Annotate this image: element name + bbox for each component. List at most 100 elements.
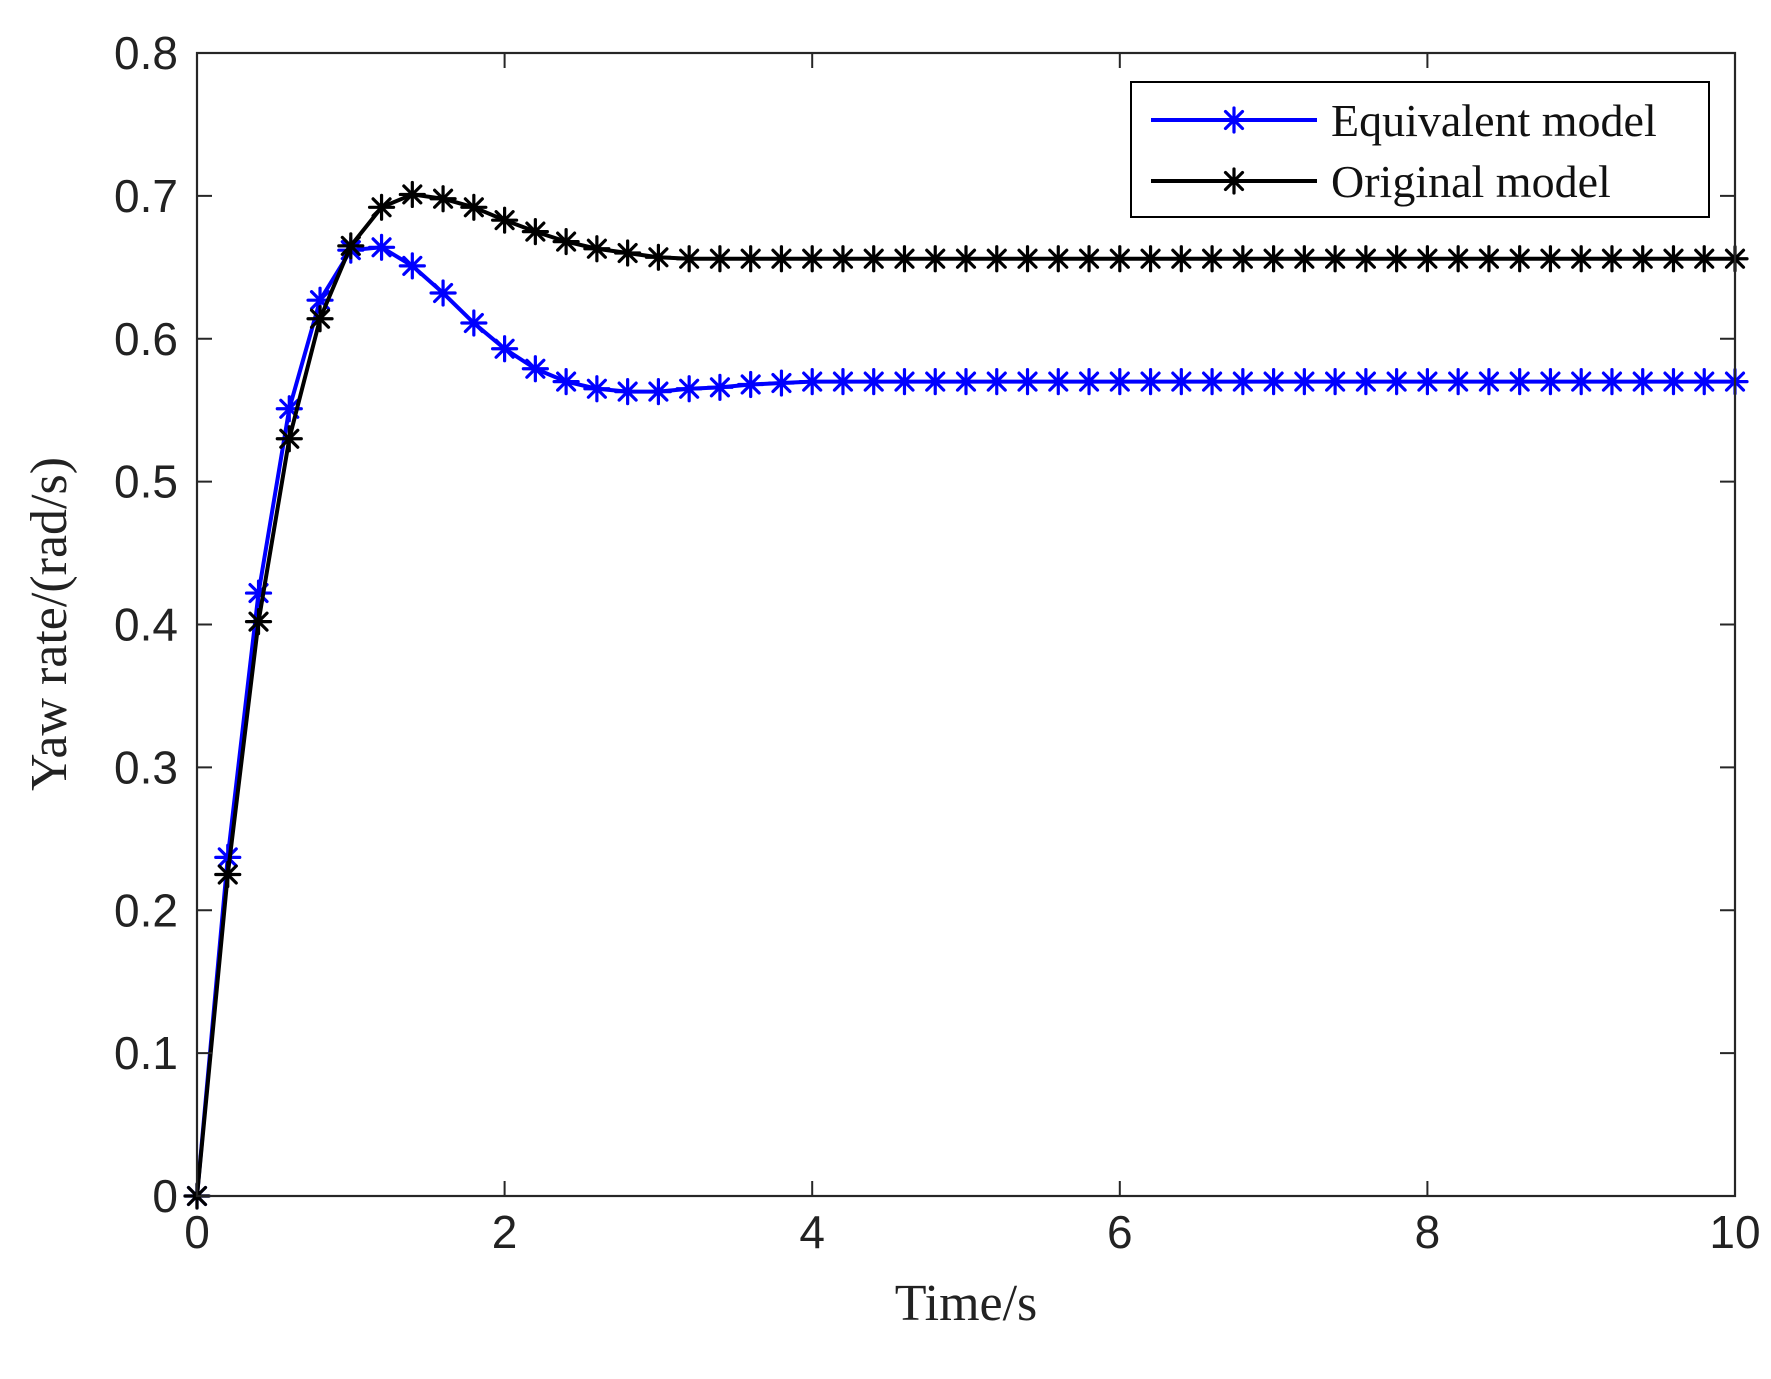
tick-label-layer: 0 2 4 6 8 10 0 0.1 0.2 0.3 0.4 0.5 0.6 0.7 0.8 <box>114 27 1761 1258</box>
data-point-original-model <box>337 232 365 260</box>
data-point-original-model <box>1629 245 1657 273</box>
y-tick-label: 0.8 <box>114 27 178 79</box>
data-point-equivalent-model <box>1290 368 1318 396</box>
data-point-equivalent-model <box>1198 368 1226 396</box>
data-point-original-model <box>1106 245 1134 273</box>
data-point-equivalent-model <box>737 370 765 399</box>
legend: Equivalent model Original model <box>1130 81 1710 218</box>
x-tick-label: 10 <box>1709 1206 1760 1258</box>
data-point-equivalent-model <box>890 368 919 396</box>
legend-marker-equivalent-model <box>1220 106 1248 134</box>
data-point-original-model <box>214 860 242 889</box>
x-tick-label: 0 <box>184 1206 210 1258</box>
data-point-original-model <box>552 227 580 256</box>
data-point-equivalent-model <box>1659 368 1688 396</box>
y-axis-title: Yaw rate/(rad/s) <box>21 457 78 791</box>
data-point-equivalent-model <box>1013 368 1042 396</box>
data-point-original-model <box>491 206 519 234</box>
x-tick-label: 6 <box>1107 1206 1133 1258</box>
data-point-equivalent-model <box>1075 368 1103 396</box>
data-point-equivalent-model <box>1629 368 1657 396</box>
data-point-equivalent-model <box>429 279 457 307</box>
data-point-original-model <box>675 245 703 273</box>
data-point-equivalent-model <box>1352 368 1380 396</box>
data-point-equivalent-model <box>644 378 673 406</box>
data-point-original-model <box>1598 245 1626 273</box>
plot-area <box>197 53 1735 1196</box>
data-point-equivalent-model <box>460 309 488 337</box>
data-point-original-model <box>737 245 765 273</box>
data-point-original-model <box>1229 245 1257 273</box>
data-point-equivalent-model <box>706 373 734 401</box>
legend-box <box>1130 81 1710 218</box>
data-point-original-model <box>521 217 549 246</box>
data-point-original-model <box>1259 245 1288 273</box>
data-point-equivalent-model <box>1136 368 1165 396</box>
data-point-original-model <box>890 245 919 273</box>
data-point-equivalent-model <box>829 368 857 396</box>
data-point-original-model <box>367 193 396 221</box>
data-point-original-model <box>1167 245 1195 273</box>
data-point-original-model <box>767 245 796 273</box>
legend-marker-original-model <box>1220 167 1248 195</box>
series-original-model <box>183 180 1749 1210</box>
axes-layer <box>195 51 1737 1198</box>
legend-marker-symbol-original-model <box>1220 167 1248 195</box>
y-tick-label: 0.2 <box>114 884 178 936</box>
data-point-equivalent-model <box>1321 368 1349 396</box>
y-tick-label: 0.3 <box>114 741 178 793</box>
data-point-original-model <box>1444 245 1472 273</box>
data-point-equivalent-model <box>1598 368 1626 396</box>
data-point-original-model <box>1321 245 1349 273</box>
data-point-equivalent-model <box>952 368 980 396</box>
data-point-equivalent-model <box>552 368 580 396</box>
data-point-equivalent-model <box>614 378 642 406</box>
data-point-original-model <box>1198 245 1226 273</box>
data-point-equivalent-model <box>1259 368 1288 396</box>
data-point-original-model <box>1352 245 1380 273</box>
x-axis-title: Time/s <box>895 1275 1038 1332</box>
data-point-equivalent-model <box>1413 368 1442 396</box>
data-point-equivalent-model <box>367 233 396 261</box>
data-point-equivalent-model <box>1444 368 1472 396</box>
data-point-original-model <box>706 245 734 273</box>
data-point-original-model <box>306 305 334 333</box>
data-point-equivalent-model <box>1106 368 1134 396</box>
data-point-equivalent-model <box>983 368 1011 396</box>
x-tick-label: 4 <box>799 1206 825 1258</box>
legend-label-original-model: Original model <box>1331 156 1611 207</box>
y-tick-label: 0.1 <box>114 1027 178 1079</box>
data-point-original-model <box>1136 245 1165 273</box>
data-point-original-model <box>1659 245 1688 273</box>
data-point-original-model <box>1536 245 1565 273</box>
data-point-equivalent-model <box>1044 368 1072 396</box>
data-point-equivalent-model <box>860 368 888 396</box>
data-point-original-model <box>1044 245 1072 273</box>
data-point-original-model <box>398 180 426 209</box>
y-tick-label: 0 <box>152 1170 178 1222</box>
data-point-original-model <box>1290 245 1318 273</box>
data-point-equivalent-model <box>1475 368 1503 396</box>
legend-marker-symbol-equivalent-model <box>1220 106 1248 134</box>
y-tick-label: 0.5 <box>114 456 178 508</box>
legend-label-equivalent-model: Equivalent model <box>1331 95 1657 146</box>
data-point-equivalent-model <box>1690 368 1718 396</box>
data-point-original-model <box>429 185 457 213</box>
y-tick-label: 0.4 <box>114 599 178 651</box>
data-point-equivalent-model <box>1383 368 1411 396</box>
data-point-equivalent-model <box>921 368 949 396</box>
data-point-original-model <box>460 193 488 221</box>
data-point-original-model <box>275 425 303 453</box>
data-point-equivalent-model <box>767 369 796 397</box>
y-tick-label: 0.6 <box>114 313 178 365</box>
data-point-original-model <box>1383 245 1411 273</box>
data-point-equivalent-model <box>1167 368 1195 396</box>
series-layer <box>183 180 1749 1210</box>
data-point-equivalent-model <box>675 375 703 403</box>
data-point-original-model <box>829 245 857 273</box>
data-point-original-model <box>1075 245 1103 273</box>
data-point-original-model <box>1690 245 1718 273</box>
x-tick-label: 2 <box>492 1206 518 1258</box>
data-point-equivalent-model <box>244 579 273 607</box>
